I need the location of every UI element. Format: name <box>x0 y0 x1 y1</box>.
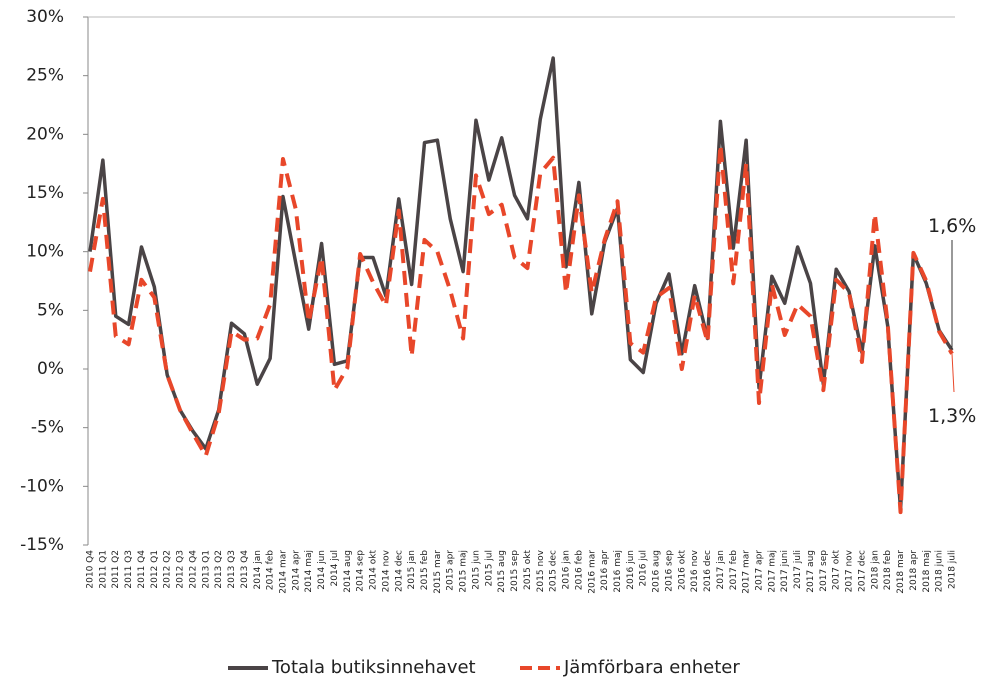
x-tick-label: 2016 aug <box>652 550 662 593</box>
series-line <box>88 56 954 512</box>
y-tick-label: -5% <box>31 418 64 438</box>
x-tick-label: 2012 Q4 <box>188 550 198 589</box>
y-tick-label: -10% <box>20 476 64 496</box>
x-tick-label: 2017 aug <box>806 550 816 593</box>
x-tick-label: 2017 jan <box>716 550 726 590</box>
x-tick-label: 2017 feb <box>729 550 739 590</box>
x-tick-label: 2017 okt <box>832 550 842 590</box>
x-tick-label: 2014 jul <box>330 550 340 586</box>
x-tick-label: 2016 apr <box>600 550 610 591</box>
x-tick-label: 2014 jan <box>253 550 263 590</box>
x-tick-label: 2017 juni <box>780 550 790 592</box>
x-tick-label: 2014 aug <box>343 550 353 593</box>
x-tick-label: 2015 okt <box>523 550 533 590</box>
x-tick-label: 2015 nov <box>536 549 546 592</box>
x-tick-label: 2013 Q1 <box>201 550 211 589</box>
x-tick-label: 2018 juni <box>935 550 945 592</box>
legend-label: Totala butiksinnehavet <box>271 657 476 678</box>
x-tick-label: 2015 aug <box>497 550 507 593</box>
x-tick-label: 2018 apr <box>909 550 919 591</box>
x-tick-label: 2014 feb <box>266 550 276 590</box>
x-tick-label: 2014 apr <box>291 550 301 591</box>
x-tick-label: 2013 Q2 <box>214 550 224 589</box>
x-tick-label: 2013 Q4 <box>240 550 250 589</box>
annotation: 1,3% <box>928 405 976 427</box>
x-tick-label: 2011 Q4 <box>137 550 147 589</box>
x-tick-label: 2017 mar <box>742 550 752 594</box>
y-tick-label: 30% <box>26 7 64 27</box>
x-tick-label: 2015 jul <box>484 550 494 586</box>
x-tick-label: 2015 mar <box>433 550 443 594</box>
x-tick-label: 2014 nov <box>381 549 391 592</box>
x-tick-label: 2018 mar <box>896 550 906 594</box>
x-tick-label: 2016 jul <box>639 550 649 586</box>
x-tick-label: 2016 jan <box>562 550 572 590</box>
x-tick-label: 2016 dec <box>703 550 713 592</box>
x-tick-label: 2015 feb <box>420 550 430 590</box>
x-tick-label: 2016 feb <box>574 550 584 590</box>
x-tick-label: 2016 okt <box>677 550 687 590</box>
x-tick-label: 2017 sep <box>819 550 829 592</box>
x-tick-label: 2018 feb <box>883 550 893 590</box>
x-tick-label: 2016 nov <box>690 549 700 592</box>
x-tick-label: 2015 maj <box>459 550 469 593</box>
x-tick-label: 2010 Q4 <box>86 550 96 589</box>
x-tick-label: 2014 okt <box>369 550 379 590</box>
x-tick-label: 2016 mar <box>587 550 597 594</box>
x-tick-label: 2014 mar <box>278 550 288 594</box>
x-tick-label: 2012 Q3 <box>176 550 186 589</box>
x-tick-label: 2013 Q3 <box>227 550 237 589</box>
y-tick-label: 20% <box>26 124 64 144</box>
x-tick-label: 2014 maj <box>304 550 314 593</box>
x-tick-label: 2012 Q2 <box>163 550 173 589</box>
x-tick-label: 2014 sep <box>356 550 366 592</box>
x-tick-label: 2018 jan <box>870 550 880 590</box>
x-tick-label: 2015 sep <box>510 550 520 592</box>
x-tick-label: 2017 juli <box>793 550 803 589</box>
x-tick-label: 2016 jun <box>626 550 636 590</box>
annotation-leader <box>951 353 955 393</box>
x-tick-label: 2015 jan <box>407 550 417 590</box>
x-tick-label: 2011 Q2 <box>111 550 121 589</box>
x-tick-label: 2011 Q1 <box>98 550 108 589</box>
legend-label: Jämförbara enheter <box>563 657 740 678</box>
x-tick-label: 2015 jun <box>471 550 481 590</box>
x-tick-label: 2015 apr <box>446 550 456 591</box>
x-tick-label: 2012 Q1 <box>150 550 160 589</box>
y-tick-label: 15% <box>26 183 64 203</box>
x-tick-label: 2018 maj <box>922 550 932 593</box>
y-tick-label: 0% <box>37 359 64 379</box>
x-tick-label: 2017 dec <box>857 550 867 592</box>
annotation: 1,6% <box>928 215 976 237</box>
y-tick-label: 10% <box>26 242 64 262</box>
x-tick-label: 2017 nov <box>845 549 855 592</box>
x-tick-label: 2018 juli <box>948 550 958 589</box>
y-tick-label: 25% <box>26 66 64 86</box>
x-tick-label: 2011 Q3 <box>124 550 134 589</box>
y-tick-label: -15% <box>20 535 64 555</box>
x-tick-label: 2016 sep <box>664 550 674 592</box>
x-tick-label: 2014 jun <box>317 550 327 590</box>
x-tick-label: 2015 dec <box>549 550 559 592</box>
series-line <box>88 142 954 515</box>
x-tick-label: 2017 maj <box>767 550 777 593</box>
x-tick-label: 2017 apr <box>755 550 765 591</box>
y-tick-label: 5% <box>37 300 64 320</box>
x-tick-label: 2014 dec <box>394 550 404 592</box>
x-tick-label: 2016 maj <box>613 550 623 593</box>
